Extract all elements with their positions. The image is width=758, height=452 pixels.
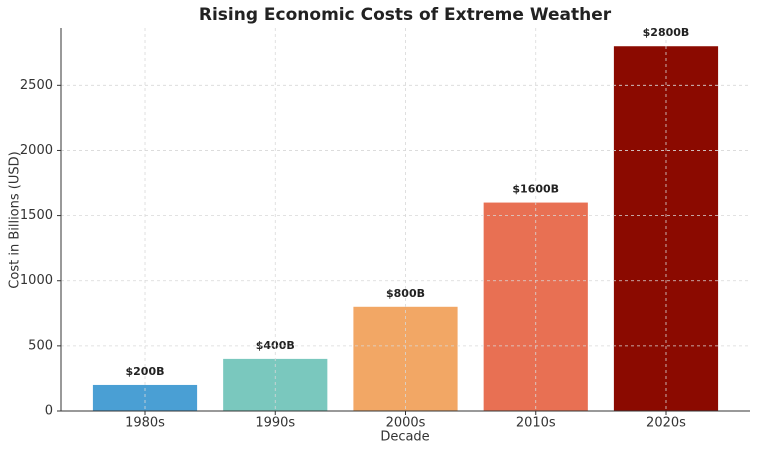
y-tick-label: 500 [28,338,53,353]
x-axis-label: Decade [380,430,429,445]
y-tick-label: 2000 [20,143,53,158]
y-tick-label: 0 [45,404,53,419]
x-tick-label: 1980s [125,416,165,431]
y-tick-label: 1000 [20,273,53,288]
x-tick-label: 1990s [255,416,295,431]
value-label: $1600B [512,183,559,196]
x-tick-label: 2010s [516,416,556,431]
y-tick-label: 2500 [20,78,53,93]
x-tick-label: 2020s [646,416,686,431]
value-label: $2800B [643,26,690,39]
x-tick-label: 2000s [386,416,426,431]
chart-title: Rising Economic Costs of Extreme Weather [199,5,612,25]
y-axis-label: Cost in Billions (USD) [8,151,23,288]
value-label: $400B [256,339,295,352]
y-tick-label: 1500 [20,208,53,223]
